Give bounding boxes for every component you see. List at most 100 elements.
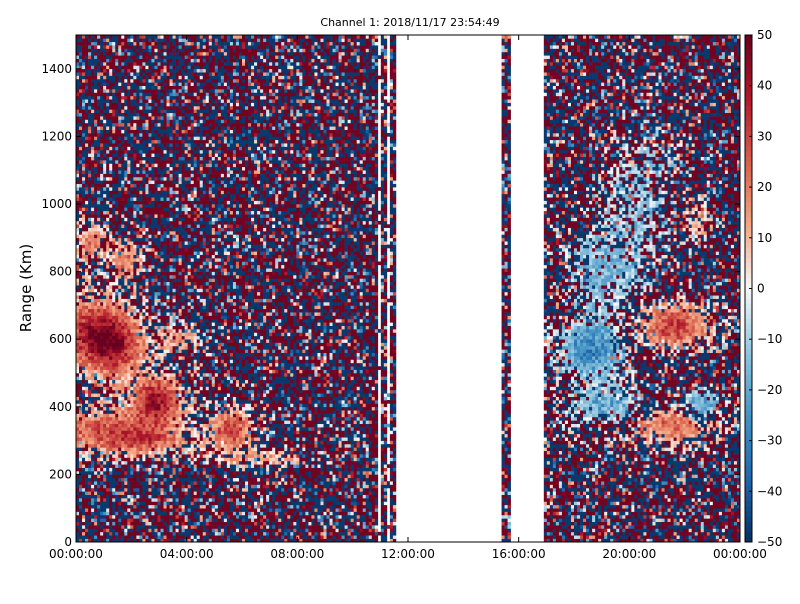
heatmap-cell (103, 410, 107, 414)
heatmap-cell (169, 508, 173, 512)
heatmap-cell (136, 359, 140, 364)
heatmap-cell (115, 278, 119, 283)
heatmap-cell (109, 247, 113, 252)
heatmap-cell (106, 75, 110, 80)
heatmap-cell (127, 332, 131, 337)
heatmap-cell (97, 62, 101, 66)
heatmap-cell (163, 200, 167, 205)
heatmap-cell (112, 383, 116, 387)
heatmap-cell (163, 450, 167, 455)
heatmap-cell (88, 75, 92, 80)
heatmap-cell (127, 302, 131, 306)
heatmap-cell (172, 75, 176, 80)
heatmap-cell (97, 369, 101, 374)
heatmap-cell (85, 312, 89, 316)
heatmap-cell (166, 315, 170, 320)
heatmap-cell (76, 210, 80, 215)
heatmap-cell (127, 288, 131, 293)
heatmap-cell (85, 143, 89, 147)
heatmap-cell (118, 383, 122, 387)
heatmap-cell (109, 136, 113, 141)
heatmap-cell (112, 163, 116, 168)
heatmap-cell (130, 136, 134, 141)
heatmap-cell (112, 102, 116, 107)
heatmap-cell (145, 386, 149, 391)
heatmap-cell (133, 413, 137, 418)
heatmap-cell (169, 383, 173, 387)
heatmap-cell (112, 143, 116, 147)
heatmap-cell (121, 271, 125, 276)
heatmap-cell (106, 400, 110, 404)
heatmap-cell (136, 403, 140, 408)
heatmap-cell (82, 440, 86, 445)
heatmap-cell (133, 166, 137, 171)
heatmap-cell (133, 352, 137, 357)
heatmap-cell (121, 58, 125, 63)
heatmap-cell (97, 487, 101, 492)
heatmap-cell (82, 521, 86, 526)
heatmap-cell (76, 396, 80, 401)
heatmap-cell (154, 234, 158, 239)
heatmap-cell (172, 89, 176, 93)
heatmap-cell (100, 173, 104, 178)
heatmap-cell (163, 291, 167, 296)
heatmap-cell (82, 295, 86, 299)
heatmap-cell (79, 352, 83, 357)
heatmap-cell (163, 254, 167, 259)
heatmap-cell (145, 291, 149, 296)
heatmap-cell (157, 501, 161, 506)
heatmap-cell (121, 149, 125, 154)
heatmap-cell (88, 264, 92, 269)
heatmap-cell (106, 271, 110, 276)
heatmap-cell (133, 467, 137, 472)
heatmap-cell (130, 133, 134, 137)
heatmap-cell (136, 55, 140, 59)
heatmap-cell (97, 193, 101, 198)
heatmap-cell (118, 487, 122, 492)
heatmap-cell (76, 383, 80, 387)
heatmap-cell (160, 105, 164, 110)
heatmap-cell (163, 190, 167, 195)
heatmap-cell (121, 531, 125, 536)
heatmap-cell (91, 352, 95, 357)
heatmap-cell (160, 481, 164, 485)
heatmap-cell (121, 525, 125, 529)
heatmap-cell (163, 247, 167, 252)
heatmap-cell (142, 251, 146, 255)
heatmap-cell (88, 68, 92, 73)
heatmap-cell (106, 322, 110, 326)
heatmap-cell (127, 254, 131, 259)
heatmap-cell (103, 454, 107, 458)
heatmap-cell (124, 112, 128, 117)
heatmap-cell (124, 237, 128, 242)
heatmap-cell (154, 116, 158, 120)
heatmap-cell (112, 72, 116, 76)
heatmap-cell (109, 207, 113, 212)
heatmap-cell (79, 322, 83, 326)
heatmap-cell (157, 487, 161, 492)
heatmap-cell (166, 278, 170, 283)
heatmap-cell (103, 318, 107, 323)
heatmap-cell (109, 318, 113, 323)
heatmap-cell (97, 379, 101, 384)
heatmap-cell (157, 298, 161, 303)
heatmap-cell (160, 220, 164, 225)
heatmap-cell (142, 352, 146, 357)
heatmap-cell (115, 99, 119, 103)
heatmap-cell (142, 373, 146, 377)
heatmap-cell (157, 308, 161, 313)
heatmap-cell (100, 433, 104, 438)
heatmap-cell (160, 99, 164, 103)
heatmap-cell (109, 183, 113, 188)
heatmap-cell (133, 471, 137, 475)
heatmap-cell (130, 187, 134, 191)
heatmap-cell (130, 231, 134, 235)
heatmap-cell (76, 457, 80, 462)
heatmap-cell (115, 193, 119, 198)
heatmap-cell (133, 491, 137, 495)
heatmap-cell (142, 217, 146, 222)
heatmap-cell (157, 95, 161, 100)
heatmap-cell (112, 471, 116, 475)
heatmap-cell (169, 264, 173, 269)
heatmap-cell (109, 78, 113, 83)
